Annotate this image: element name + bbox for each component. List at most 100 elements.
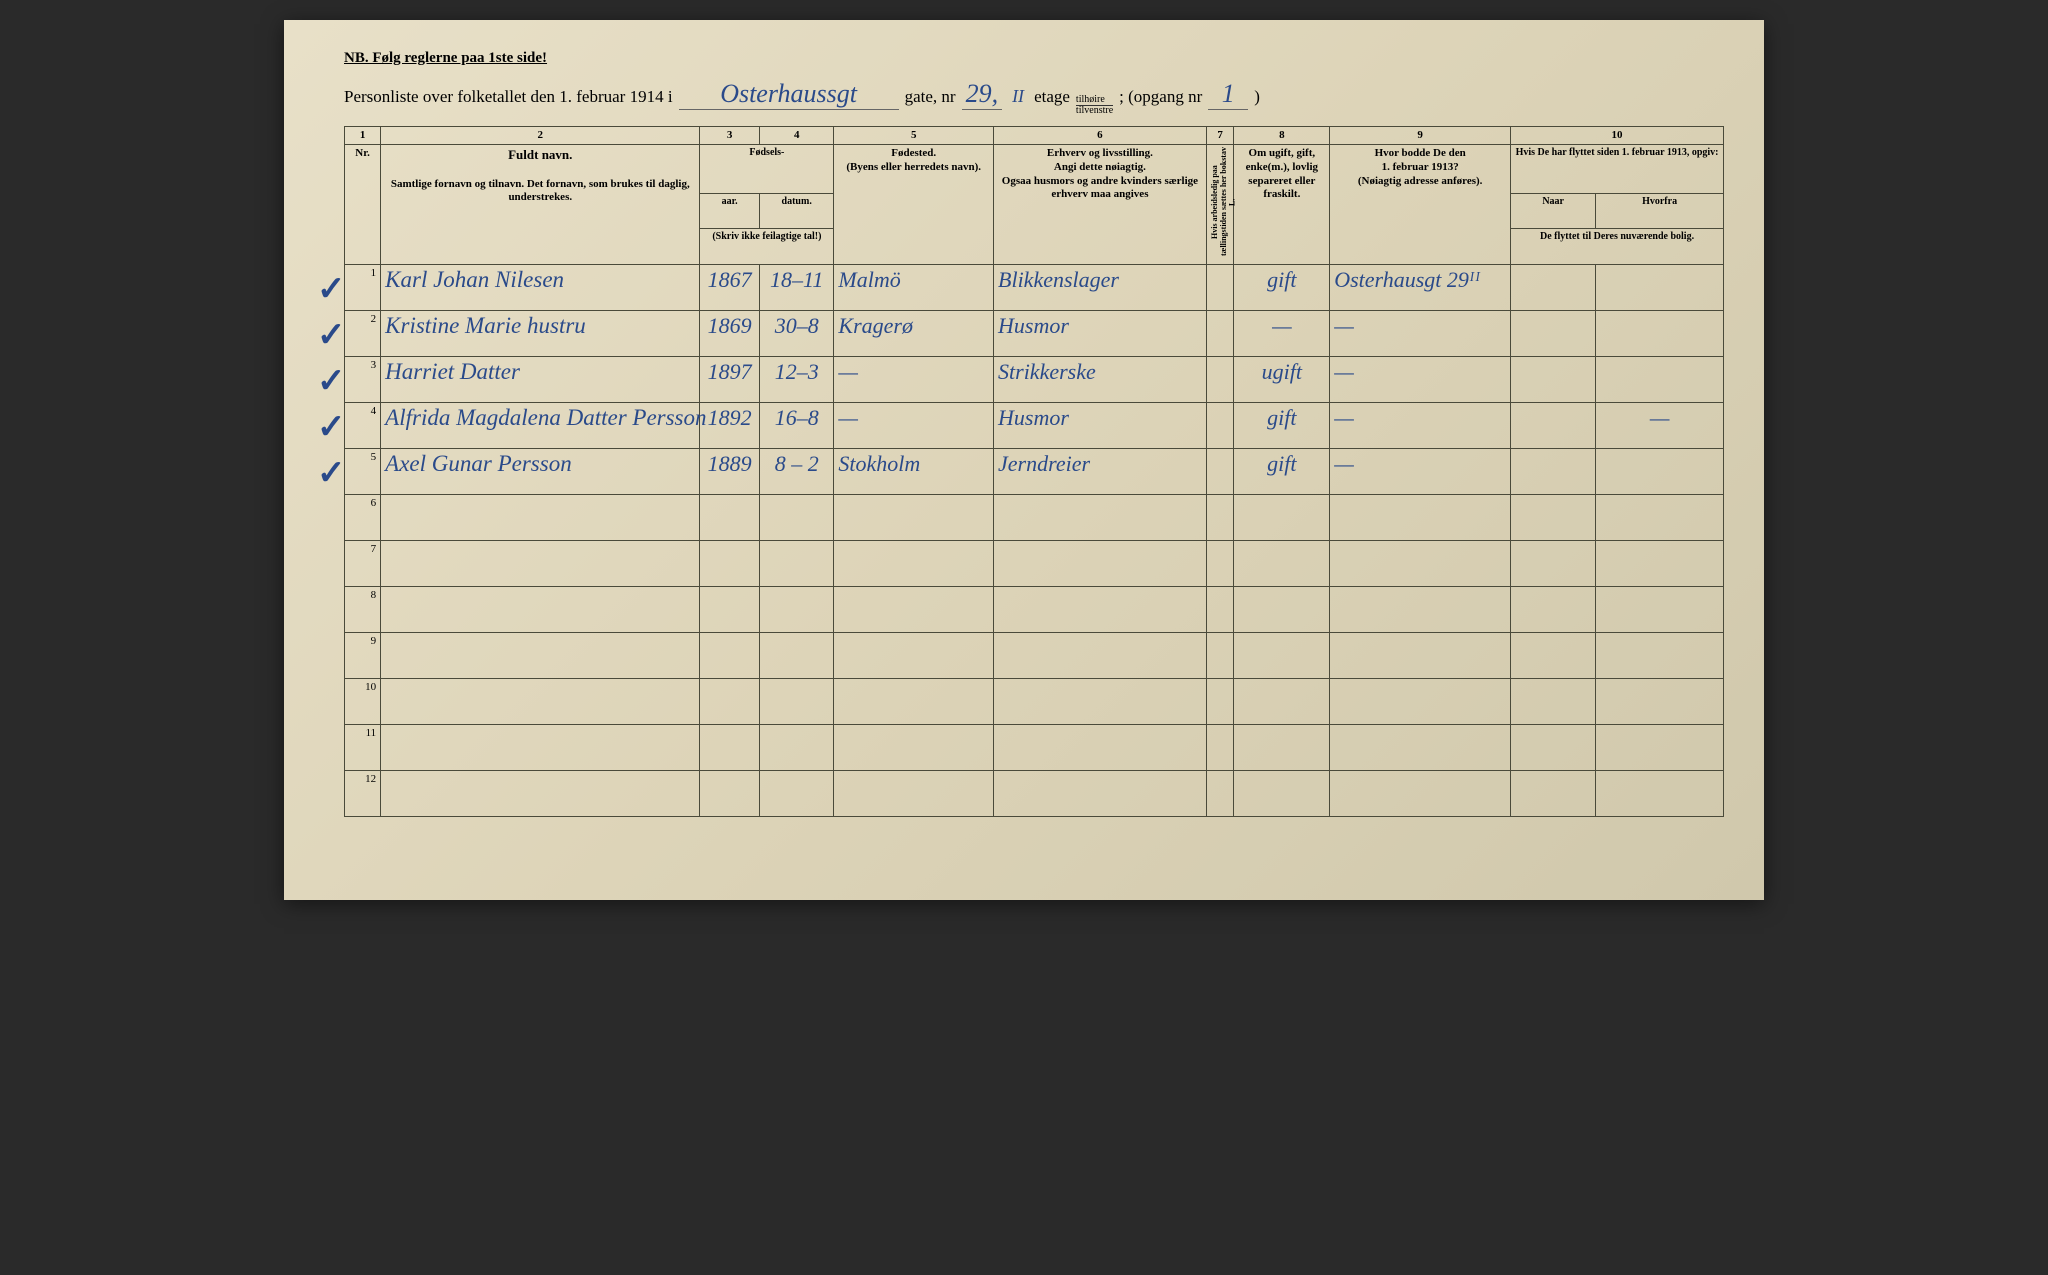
colnum-3: 3 xyxy=(700,127,760,145)
cell-name xyxy=(381,633,700,679)
cell-datum xyxy=(759,587,833,633)
cell-datum xyxy=(759,633,833,679)
cell-datum xyxy=(759,495,833,541)
colnum-9: 9 xyxy=(1330,127,1511,145)
table-header: 1 2 3 4 5 6 7 8 9 10 Nr. Fuldt navn. Sam… xyxy=(345,127,1724,265)
title-close: ) xyxy=(1254,87,1260,107)
cell-c8 xyxy=(1234,771,1330,817)
cell-naar xyxy=(1511,725,1596,771)
cell-fodested xyxy=(834,725,994,771)
cell-c7 xyxy=(1206,449,1234,495)
cell-aar xyxy=(700,725,760,771)
hdr-fodsels-note: (Skriv ikke feilagtige tal!) xyxy=(700,229,834,265)
cell-erhverv xyxy=(994,725,1207,771)
cell-c9: — xyxy=(1330,403,1511,449)
row-number: ✓ 2 xyxy=(345,311,381,357)
checkmark-icon: ✓ xyxy=(317,453,346,493)
etage-fraction: tilhøire tilvenstre xyxy=(1076,95,1113,116)
cell-erhverv xyxy=(994,679,1207,725)
hdr-erhverv-title: Erhverv og livsstilling. xyxy=(1047,147,1153,159)
cell-erhverv: Blikkenslager xyxy=(994,265,1207,311)
cell-c7 xyxy=(1206,633,1234,679)
cell-fodested xyxy=(834,495,994,541)
hdr-col8: Om ugift, gift, enke(m.), lovlig separer… xyxy=(1234,145,1330,265)
cell-aar: 1869 xyxy=(700,311,760,357)
cell-naar xyxy=(1511,587,1596,633)
cell-fodested: Malmö xyxy=(834,265,994,311)
cell-erhverv: Jerndreier xyxy=(994,449,1207,495)
cell-naar xyxy=(1511,357,1596,403)
title-line: Personliste over folketallet den 1. febr… xyxy=(344,79,1724,116)
cell-fodested xyxy=(834,633,994,679)
cell-hvorfra xyxy=(1596,357,1724,403)
row-number: 7 xyxy=(345,541,381,587)
cell-c8: gift xyxy=(1234,265,1330,311)
cell-fodested xyxy=(834,679,994,725)
colnum-1: 1 xyxy=(345,127,381,145)
cell-c8 xyxy=(1234,541,1330,587)
table-row: 12 xyxy=(345,771,1724,817)
cell-naar xyxy=(1511,541,1596,587)
cell-c9 xyxy=(1330,541,1511,587)
cell-naar xyxy=(1511,633,1596,679)
cell-erhverv: Husmor xyxy=(994,311,1207,357)
census-page: NB. Følg reglerne paa 1ste side! Personl… xyxy=(284,20,1764,900)
cell-datum xyxy=(759,679,833,725)
cell-c9: — xyxy=(1330,357,1511,403)
cell-c8 xyxy=(1234,633,1330,679)
opgang-label: ; (opgang nr xyxy=(1119,87,1202,107)
cell-hvorfra xyxy=(1596,541,1724,587)
hdr-name-detail: Samtlige fornavn og tilnavn. Det fornavn… xyxy=(391,178,690,204)
cell-datum: 12–3 xyxy=(759,357,833,403)
cell-hvorfra xyxy=(1596,449,1724,495)
cell-erhverv xyxy=(994,587,1207,633)
cell-aar xyxy=(700,587,760,633)
cell-name xyxy=(381,725,700,771)
hdr-datum: datum. xyxy=(759,193,833,229)
cell-c7 xyxy=(1206,311,1234,357)
cell-naar xyxy=(1511,495,1596,541)
cell-datum: 8 – 2 xyxy=(759,449,833,495)
hdr-fodsels: Fødsels- xyxy=(700,145,834,194)
cell-datum: 30–8 xyxy=(759,311,833,357)
cell-c7 xyxy=(1206,587,1234,633)
cell-c9 xyxy=(1330,679,1511,725)
cell-name xyxy=(381,679,700,725)
table-row: ✓ 5 Axel Gunar Persson 1889 8 – 2 Stokho… xyxy=(345,449,1724,495)
hdr-col9: Hvor bodde De den 1. februar 1913? (Nøia… xyxy=(1330,145,1511,265)
cell-datum: 18–11 xyxy=(759,265,833,311)
hdr-col7: Hvis arbeidsledig paa tællingstiden sætt… xyxy=(1206,145,1234,265)
cell-c7 xyxy=(1206,725,1234,771)
row-number: ✓ 1 xyxy=(345,265,381,311)
cell-aar xyxy=(700,495,760,541)
cell-c8 xyxy=(1234,679,1330,725)
cell-aar: 1892 xyxy=(700,403,760,449)
cell-name: Alfrida Magdalena Datter Persson xyxy=(381,403,700,449)
cell-hvorfra xyxy=(1596,725,1724,771)
colnum-5: 5 xyxy=(834,127,994,145)
cell-name xyxy=(381,541,700,587)
hdr-name: Fuldt navn. Samtlige fornavn og tilnavn.… xyxy=(381,145,700,265)
cell-c9 xyxy=(1330,587,1511,633)
table-row: ✓ 2 Kristine Marie hustru 1869 30–8 Krag… xyxy=(345,311,1724,357)
cell-c8: gift xyxy=(1234,449,1330,495)
table-row: 6 xyxy=(345,495,1724,541)
hdr-col10: Hvis De har flyttet siden 1. februar 191… xyxy=(1511,145,1724,194)
cell-datum: 16–8 xyxy=(759,403,833,449)
row-number: ✓ 5 xyxy=(345,449,381,495)
cell-c7 xyxy=(1206,679,1234,725)
cell-hvorfra xyxy=(1596,771,1724,817)
checkmark-icon: ✓ xyxy=(317,269,346,309)
table-row: ✓ 3 Harriet Datter 1897 12–3 — Strikkers… xyxy=(345,357,1724,403)
hdr-naar: Naar xyxy=(1511,193,1596,229)
hdr-erhverv: Erhverv og livsstilling. Angi dette nøia… xyxy=(994,145,1207,265)
table-row: 11 xyxy=(345,725,1724,771)
cell-c8: gift xyxy=(1234,403,1330,449)
cell-hvorfra xyxy=(1596,265,1724,311)
cell-c7 xyxy=(1206,771,1234,817)
census-table: 1 2 3 4 5 6 7 8 9 10 Nr. Fuldt navn. Sam… xyxy=(344,126,1724,817)
cell-datum xyxy=(759,725,833,771)
cell-fodested xyxy=(834,587,994,633)
cell-aar: 1889 xyxy=(700,449,760,495)
cell-fodested: Stokholm xyxy=(834,449,994,495)
